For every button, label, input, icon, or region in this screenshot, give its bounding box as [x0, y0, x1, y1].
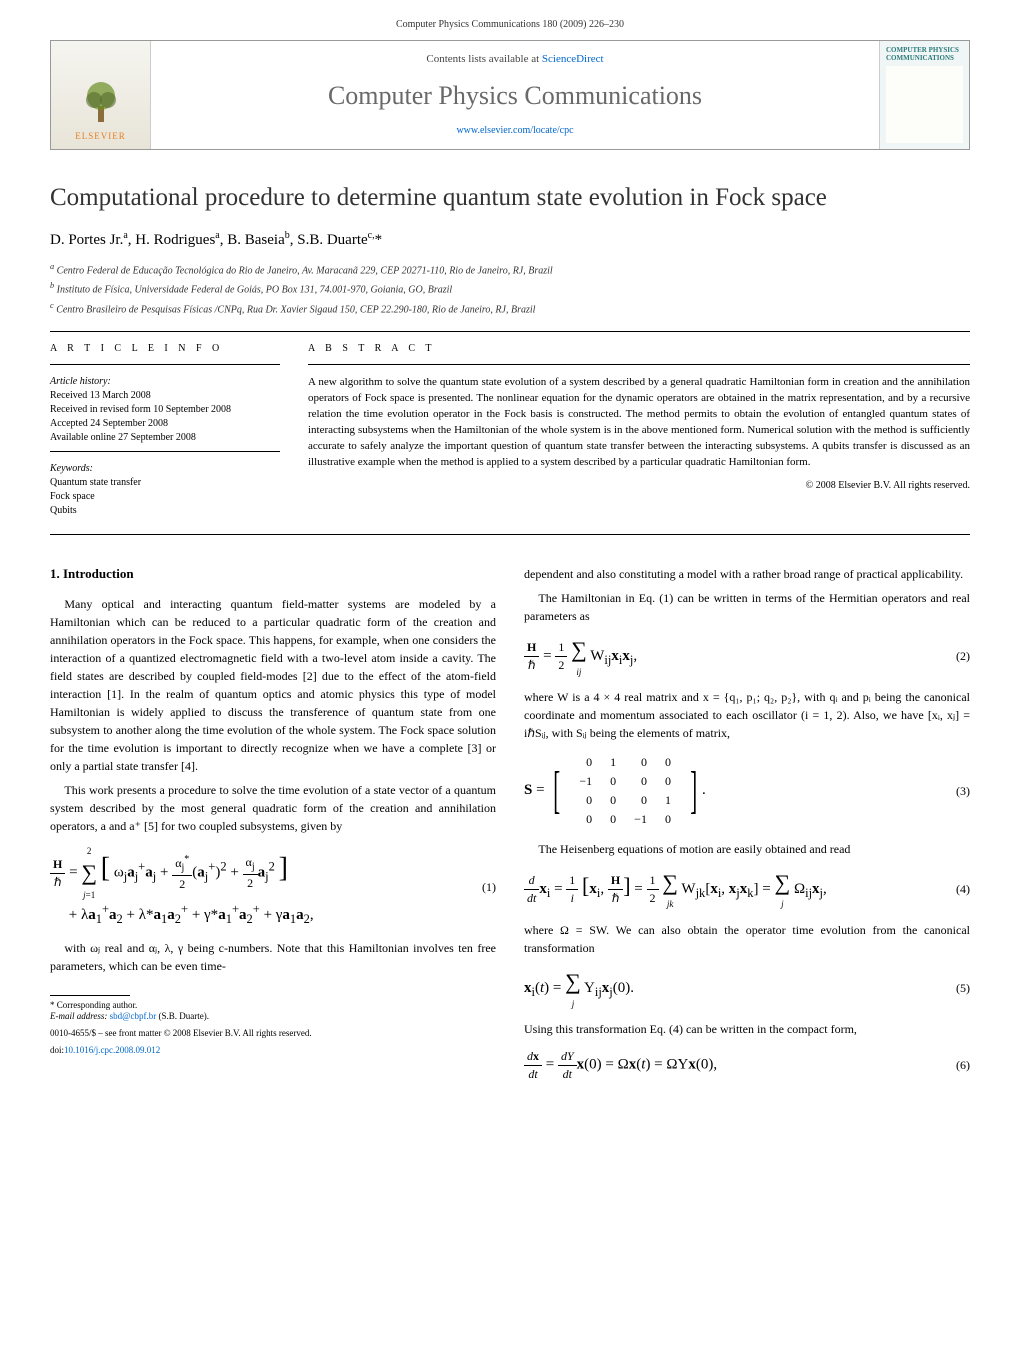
- equation-1: Hℏ = 2∑j=1 [ ωjaj+aj + αj*2(aj+)2 + αj2a…: [50, 845, 496, 928]
- equation-6-body: dxdt = dYdtx(0) = Ωx(t) = ΩYx(0),: [524, 1048, 948, 1083]
- equation-6-num: (6): [948, 1057, 970, 1074]
- para-2: This work presents a procedure to solve …: [50, 781, 496, 835]
- footnote-rule: [50, 995, 130, 996]
- author-1: D. Portes Jr.a: [50, 232, 128, 248]
- equation-4: ddtxi = 1i [xi, Hℏ] = 12 ∑jk Wjk[xi, xjx…: [524, 868, 970, 911]
- keywords-label: Keywords:: [50, 462, 280, 476]
- abstract: A B S T R A C T A new algorithm to solve…: [308, 342, 970, 518]
- keyword-1: Quantum state transfer: [50, 476, 280, 490]
- history-3: Accepted 24 September 2008: [50, 417, 280, 431]
- equation-5-num: (5): [948, 980, 970, 997]
- history-label: Article history:: [50, 375, 280, 389]
- affiliation-a: a Centro Federal de Educação Tecnológica…: [50, 261, 970, 278]
- email-link[interactable]: sbd@cbpf.br: [110, 1011, 157, 1021]
- publisher-label: ELSEVIER: [75, 130, 126, 149]
- affiliation-b: b Instituto de Física, Universidade Fede…: [50, 280, 970, 297]
- equation-1-num: (1): [474, 879, 496, 896]
- para-3: with ωⱼ real and αⱼ, λ, γ being c-number…: [50, 939, 496, 975]
- para-1: Many optical and interacting quantum fie…: [50, 595, 496, 775]
- para-r6: Using this transformation Eq. (4) can be…: [524, 1020, 970, 1038]
- equation-2-num: (2): [948, 648, 970, 665]
- right-column: dependent and also constituting a model …: [524, 565, 970, 1093]
- doi-line: doi:10.1016/j.cpc.2008.09.012: [50, 1044, 496, 1057]
- article-info: A R T I C L E I N F O Article history: R…: [50, 342, 280, 518]
- equation-3-body: S = [ 0100 −1000 0001 00−10 ] .: [524, 752, 948, 829]
- cover-label: COMPUTER PHYSICS COMMUNICATIONS: [886, 47, 963, 62]
- equation-6: dxdt = dYdtx(0) = Ωx(t) = ΩYx(0), (6): [524, 1048, 970, 1083]
- para-r4: The Heisenberg equations of motion are e…: [524, 840, 970, 858]
- affiliation-c: c Centro Brasileiro de Pesquisas Físicas…: [50, 300, 970, 317]
- email-line: E-mail address: sbd@cbpf.br (S.B. Duarte…: [50, 1011, 496, 1023]
- equation-5-body: xi(t) = ∑j Yijxj(0).: [524, 967, 948, 1010]
- rule-bottom: [50, 534, 970, 535]
- equation-2-body: Hℏ = 12 ∑ij Wijxixj,: [524, 635, 948, 678]
- article-title: Computational procedure to determine qua…: [50, 180, 970, 215]
- equation-5: xi(t) = ∑j Yijxj(0). (5): [524, 967, 970, 1010]
- author-4: S.B. Duartec,*: [297, 232, 382, 248]
- email-person: (S.B. Duarte).: [156, 1011, 209, 1021]
- publisher-block: ELSEVIER: [51, 41, 151, 149]
- cover-body: [886, 66, 963, 143]
- equation-4-num: (4): [948, 881, 970, 898]
- history-4: Available online 27 September 2008: [50, 431, 280, 445]
- info-abstract-row: A R T I C L E I N F O Article history: R…: [50, 342, 970, 518]
- authors-line: D. Portes Jr.a, H. Rodriguesa, B. Baseia…: [50, 229, 970, 251]
- journal-name: Computer Physics Communications: [328, 78, 702, 114]
- email-label: E-mail address:: [50, 1011, 110, 1021]
- abstract-copyright: © 2008 Elsevier B.V. All rights reserved…: [308, 479, 970, 493]
- elsevier-tree-icon: [76, 76, 126, 126]
- journal-banner: ELSEVIER Contents lists available at Sci…: [50, 40, 970, 150]
- keyword-3: Qubits: [50, 504, 280, 518]
- journal-cover: COMPUTER PHYSICS COMMUNICATIONS: [879, 41, 969, 149]
- contents-prefix: Contents lists available at: [426, 53, 541, 65]
- contents-line: Contents lists available at ScienceDirec…: [426, 52, 603, 67]
- rule-keywords: [50, 451, 280, 452]
- section-1-heading: 1. Introduction: [50, 565, 496, 583]
- rule-info: [50, 364, 280, 365]
- equation-4-body: ddtxi = 1i [xi, Hℏ] = 12 ∑jk Wjk[xi, xjx…: [524, 868, 948, 911]
- left-column: 1. Introduction Many optical and interac…: [50, 565, 496, 1093]
- matrix-s-table: 0100 −1000 0001 00−10: [569, 752, 681, 829]
- front-matter: 0010-4655/$ – see front matter © 2008 El…: [50, 1027, 496, 1040]
- keywords-block: Keywords: Quantum state transfer Fock sp…: [50, 462, 280, 518]
- body-columns: 1. Introduction Many optical and interac…: [50, 565, 970, 1093]
- para-r3: where W is a 4 × 4 real matrix and x = {…: [524, 688, 970, 742]
- equation-3-num: (3): [948, 783, 970, 800]
- para-r1: dependent and also constituting a model …: [524, 565, 970, 583]
- affiliations: a Centro Federal de Educação Tecnológica…: [50, 261, 970, 317]
- running-head: Computer Physics Communications 180 (200…: [0, 0, 1020, 40]
- abstract-heading: A B S T R A C T: [308, 342, 970, 356]
- sciencedirect-link[interactable]: ScienceDirect: [542, 53, 604, 65]
- history-2: Received in revised form 10 September 20…: [50, 403, 280, 417]
- keyword-2: Fock space: [50, 490, 280, 504]
- abstract-text: A new algorithm to solve the quantum sta…: [308, 375, 970, 471]
- rule-top: [50, 331, 970, 332]
- author-3: B. Baseiab: [227, 232, 290, 248]
- para-r2: The Hamiltonian in Eq. (1) can be writte…: [524, 589, 970, 625]
- doi-prefix: doi:: [50, 1045, 64, 1055]
- info-heading: A R T I C L E I N F O: [50, 342, 280, 356]
- equation-3: S = [ 0100 −1000 0001 00−10 ] .: [524, 752, 970, 829]
- author-2: H. Rodriguesa: [135, 232, 219, 248]
- corresponding-author: * Corresponding author.: [50, 1000, 496, 1012]
- equation-1-body: Hℏ = 2∑j=1 [ ωjaj+aj + αj*2(aj+)2 + αj2a…: [50, 845, 474, 928]
- banner-center: Contents lists available at ScienceDirec…: [151, 41, 879, 149]
- journal-url[interactable]: www.elsevier.com/locate/cpc: [456, 124, 573, 138]
- history-1: Received 13 March 2008: [50, 389, 280, 403]
- article-body: Computational procedure to determine qua…: [0, 180, 1020, 1123]
- equation-2: Hℏ = 12 ∑ij Wijxixj, (2): [524, 635, 970, 678]
- rule-abstract: [308, 364, 970, 365]
- para-r5: where Ω = SW. We can also obtain the ope…: [524, 921, 970, 957]
- doi-link[interactable]: 10.1016/j.cpc.2008.09.012: [64, 1045, 160, 1055]
